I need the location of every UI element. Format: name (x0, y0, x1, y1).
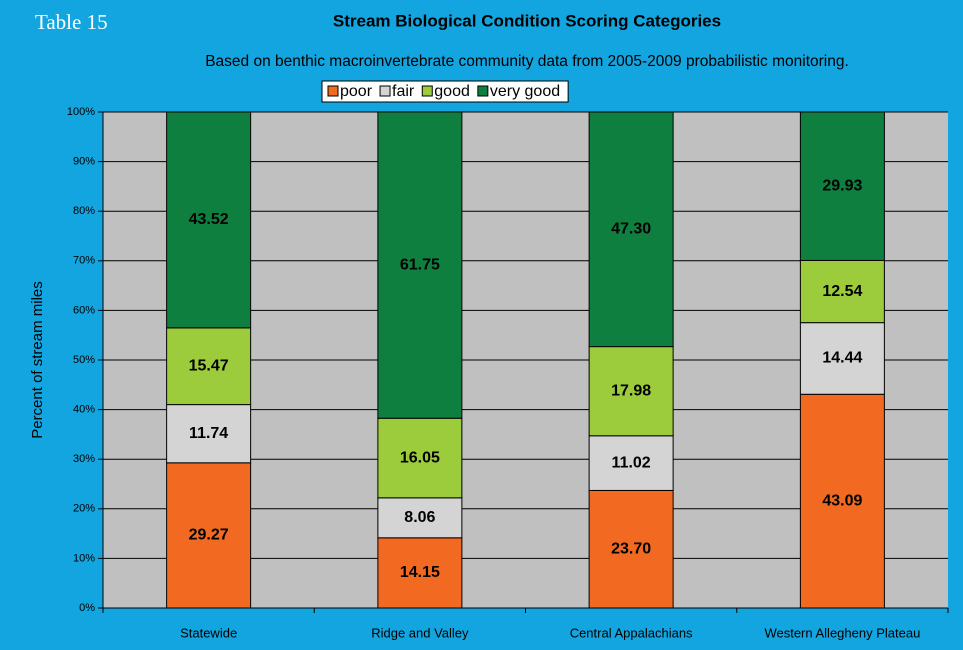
data-label: 17.98 (611, 382, 651, 399)
bar-segment (166, 111, 252, 329)
legend-swatch (327, 85, 339, 97)
x-tick-label: Ridge and Valley (371, 625, 469, 640)
y-tick-label: 10% (73, 552, 95, 564)
bar-segment (799, 393, 885, 609)
data-label: 61.75 (400, 256, 440, 273)
y-tick-label: 40% (73, 404, 95, 416)
y-tick-label: 30% (73, 453, 95, 465)
bar-segment (377, 537, 463, 609)
data-label: 29.27 (189, 527, 229, 544)
data-label: 23.70 (611, 540, 651, 557)
data-label: 11.74 (189, 425, 228, 442)
y-axis-label: Percent of stream miles (29, 281, 46, 439)
bar-segment (166, 327, 252, 406)
bar-segment (588, 111, 674, 348)
data-label: 14.44 (822, 350, 862, 367)
bar-segment (377, 497, 463, 539)
table-label: Table 15 (35, 10, 108, 34)
x-tick-label: Statewide (180, 625, 237, 640)
bar-segment (377, 111, 463, 419)
legend-swatch (477, 85, 489, 97)
bar-segment (377, 417, 463, 499)
data-label: 14.15 (400, 564, 440, 581)
data-label: 8.06 (404, 509, 435, 526)
legend-label: good (434, 83, 470, 100)
bar-segment (799, 259, 885, 324)
legend-swatch (421, 85, 433, 97)
data-label: 47.30 (611, 221, 651, 238)
y-tick-label: 90% (73, 156, 95, 168)
data-label: 11.02 (612, 454, 651, 471)
bar-segment (799, 111, 885, 261)
y-tick-label: 0% (79, 602, 95, 614)
data-label: 43.52 (189, 211, 229, 228)
bar-segment (588, 346, 674, 437)
y-tick-label: 70% (73, 255, 95, 267)
data-label: 43.09 (822, 492, 862, 509)
y-tick-label: 100% (67, 106, 95, 118)
y-tick-label: 50% (73, 354, 95, 366)
data-label: 16.05 (400, 449, 440, 466)
data-label: 15.47 (189, 357, 229, 374)
bar-segment (588, 489, 674, 609)
bar-segment (799, 322, 885, 395)
data-label: 12.54 (822, 283, 862, 300)
x-tick-label: Central Appalachians (570, 625, 693, 640)
legend-label: poor (340, 83, 373, 100)
y-tick-label: 60% (73, 304, 95, 316)
x-tick-label: Western Allegheny Plateau (764, 625, 920, 640)
y-tick-label: 80% (73, 205, 95, 217)
legend-label: very good (490, 83, 560, 100)
data-label: 29.93 (822, 177, 862, 194)
chart-title: Stream Biological Condition Scoring Cate… (333, 11, 721, 30)
legend-label: fair (392, 83, 415, 100)
y-tick-label: 20% (73, 503, 95, 515)
chart-subtitle: Based on benthic macroinvertebrate commu… (205, 53, 849, 70)
bar-segment (588, 435, 674, 491)
legend-swatch (379, 85, 391, 97)
